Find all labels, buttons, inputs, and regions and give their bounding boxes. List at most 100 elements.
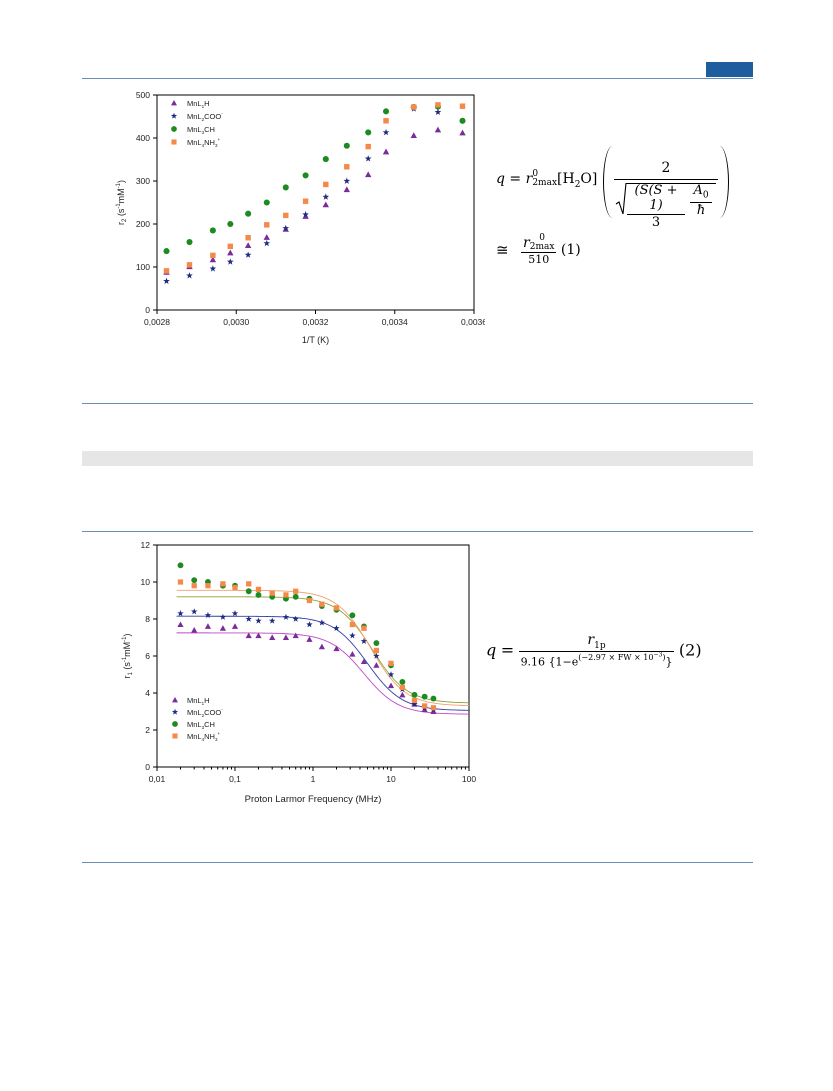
y-tick-label: 300 [136,176,150,186]
data-point [333,624,340,632]
data-point [292,593,299,600]
data-point [333,645,340,652]
data-point [163,268,170,274]
x-axis-label: 1/T (K) [302,335,329,345]
x-tick-label: 0,0036 [461,317,485,327]
data-point [227,243,234,250]
r1-vs-larmor-frequency-chart: 0 2 4 6 8 10 12 0,01 0,1 1 10 100 Proton Larmor Freq… [122,540,476,805]
y-axis-label: r2 (s-1mM-1) [116,180,128,225]
data-point [411,700,418,707]
data-point [293,588,299,594]
x-tick-label: 0,1 [229,774,241,784]
eq2-lhs: q [486,640,497,660]
data-point [292,615,299,622]
data-point [210,252,216,259]
x-tick-label: 0,0032 [303,317,329,327]
data-point [361,625,367,631]
data-point [349,612,356,619]
data-point [177,579,184,585]
eq1-numerator: 2 [661,160,671,176]
legend-marker [172,697,178,703]
legend-marker [171,708,179,715]
data-point [263,199,270,206]
eq2-num-sub: 1p [594,640,606,651]
data-point [459,103,466,109]
data-point [245,210,252,217]
x-tick-label: 0,0030 [223,317,249,327]
legend-label: MnL2COO- [187,111,223,122]
eq2-den-coef: 9.16 [520,655,546,669]
data-point [382,128,390,136]
y-tick-label: 6 [145,651,150,661]
data-point [255,617,262,624]
eq1-water: [H [557,171,575,187]
legend-label: MnL1H [187,99,210,109]
data-point [434,108,442,116]
eq1-approx-r: r [523,235,530,251]
data-point [435,102,441,108]
eq1-lhs: q [496,171,505,187]
data-point [387,682,395,689]
data-point [344,164,350,170]
data-point [245,615,252,622]
data-point [459,129,466,136]
y-tick-label: 2 [145,725,150,735]
eq2-tag: (2) [678,640,702,660]
data-point [219,625,227,631]
data-point [430,708,437,714]
data-point [245,632,252,639]
data-point [186,262,193,268]
data-point [245,588,252,595]
chart-2-points [177,562,437,714]
data-point [263,239,271,247]
r2-vs-inverse-temperature-chart: 0 100 200 300 400 500 0,0028 0,0030 0,0032 0,0034… [116,90,485,345]
eq1-equals: = [509,171,522,187]
eq1-r-sup: 0 [532,169,539,179]
data-point [373,652,380,659]
equation-1-approx: ≅ r 0 2max 510 (1) [496,234,581,267]
x-tick-label: 0,0028 [144,317,170,327]
eq1-r-sub: 2max [532,178,558,188]
data-point [191,627,198,633]
legend-label: MnL3CH [187,125,215,135]
data-point [318,643,325,650]
data-point [204,623,212,629]
legend-label: MnL2COO- [187,707,223,718]
data-point [318,619,326,626]
eq1-hbar: ħ [696,202,706,218]
eq1-right-paren [710,146,729,218]
data-point [349,632,356,639]
eq1-fraction-bar [614,179,718,180]
x-tick-label: 0,01 [149,774,166,784]
y-tick-label: 12 [141,540,151,550]
eq1-r: r [525,171,533,187]
eq1-sqrt-sign [615,182,627,215]
eq2-den-close: } [665,655,673,669]
data-point [399,684,406,691]
data-point [269,590,275,596]
eq1-approx-sub: 2max [529,242,555,252]
data-point [411,697,418,704]
data-point [360,658,368,665]
data-point [209,227,216,234]
eq2-num-r: r [587,632,595,648]
data-point [383,118,389,124]
eq1-sqrt-bar [626,183,716,184]
data-point [365,143,371,150]
x-axis-label: Proton Larmor Frequency (MHz) [245,794,382,805]
fit-curve [176,589,470,707]
legend-label: MnL1H [187,696,210,706]
data-point [245,235,251,241]
data-point [177,562,184,569]
data-point [382,108,390,115]
data-point [302,172,309,179]
data-point [163,248,170,255]
y-tick-label: 0 [145,762,150,772]
data-point [191,577,198,584]
data-point [399,691,406,698]
data-point [163,277,170,285]
data-point [365,171,372,178]
data-point [388,660,394,667]
data-point [177,610,184,617]
data-point [360,637,368,644]
